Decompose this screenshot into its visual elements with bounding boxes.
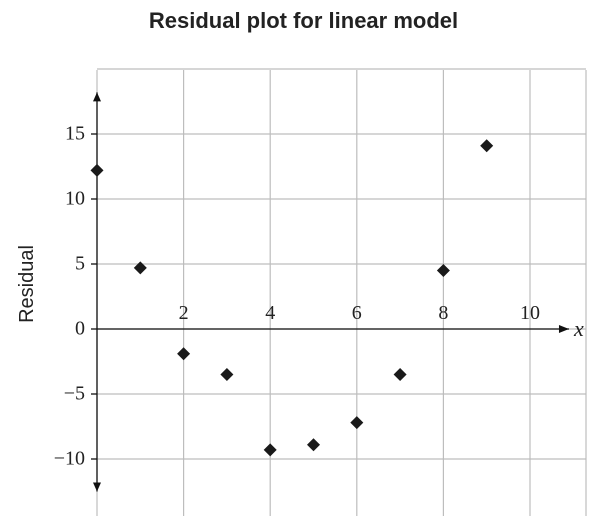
data-point <box>90 163 104 177</box>
y-axis-arrow-down <box>93 482 101 492</box>
x-axis-arrow <box>558 325 569 333</box>
data-point <box>177 347 191 361</box>
y-tick-label: 0 <box>75 318 85 340</box>
y-axis-label: Residual <box>16 245 38 323</box>
y-axis-arrow-up <box>93 92 101 102</box>
data-point <box>133 261 147 275</box>
tick-labels: 15 10 5 0 −5 −10 2 4 6 8 10 <box>54 123 540 470</box>
y-tick-label: −10 <box>54 448 85 470</box>
x-tick-label: 10 <box>520 302 540 324</box>
x-tick-label: 6 <box>352 302 362 324</box>
y-tick-label: 10 <box>65 188 85 210</box>
data-point <box>220 368 234 381</box>
data-point <box>393 368 407 381</box>
x-tick-label: 8 <box>438 302 448 324</box>
y-tick-label: −5 <box>64 383 85 405</box>
data-point <box>263 443 277 457</box>
x-tick-label: 4 <box>265 302 275 324</box>
data-point <box>480 139 494 153</box>
x-tick-label: 2 <box>179 302 189 324</box>
y-tick-label: 15 <box>65 123 85 145</box>
data-points <box>90 139 494 457</box>
chart-title: Residual plot for linear model <box>148 8 459 33</box>
data-point <box>307 438 320 452</box>
x-axis-label: x <box>573 316 584 341</box>
data-point <box>436 264 450 277</box>
grid <box>96 68 587 516</box>
y-tick-label: 5 <box>75 253 85 275</box>
axes <box>91 92 569 492</box>
data-point <box>350 416 364 430</box>
